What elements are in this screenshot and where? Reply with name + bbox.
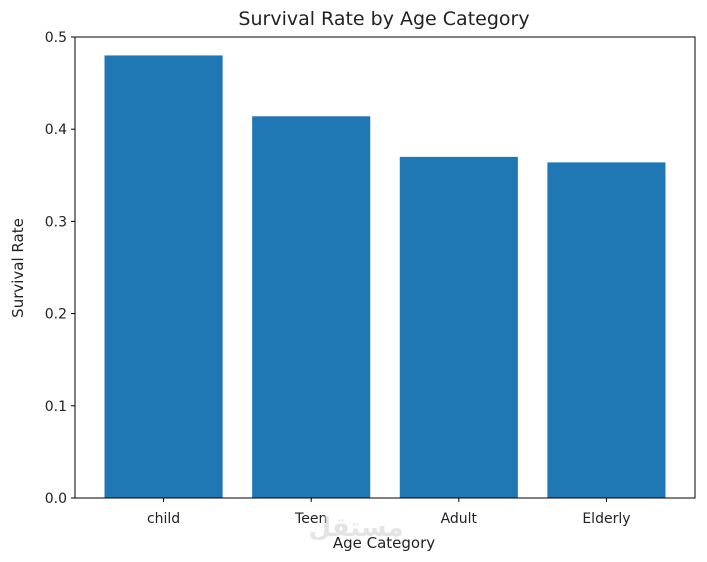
y-tick-label: 0.1 [45, 399, 67, 415]
bar-adult [399, 156, 518, 499]
y-axis-label: Survival Rate [9, 218, 27, 318]
y-tick-label: 0.0 [45, 491, 67, 507]
x-tick-label-adult: Adult [441, 511, 478, 527]
x-tick-label-teen: Teen [294, 511, 327, 527]
y-tick-label: 0.2 [45, 307, 67, 323]
plot-frame [74, 36, 696, 499]
y-tick-label: 0.3 [45, 214, 67, 230]
axes-group [74, 36, 696, 499]
x-axis-ticks: child Teen Adult Elderly [147, 498, 631, 527]
bars-group [104, 55, 666, 499]
bar-teen [252, 116, 371, 498]
watermark-text: مستقل [308, 513, 403, 543]
y-tick-label: 0.5 [45, 30, 67, 46]
y-tick-label: 0.4 [45, 122, 67, 138]
y-axis-ticks: 0.0 0.1 0.2 0.3 0.4 0.5 [45, 30, 75, 507]
chart-title: Survival Rate by Age Category [238, 8, 529, 30]
x-tick-label-child: child [147, 511, 180, 527]
bar-child [104, 55, 223, 498]
x-axis-label: Age Category [333, 534, 435, 552]
bar-elderly [547, 162, 666, 498]
x-tick-label-elderly: Elderly [582, 511, 630, 527]
